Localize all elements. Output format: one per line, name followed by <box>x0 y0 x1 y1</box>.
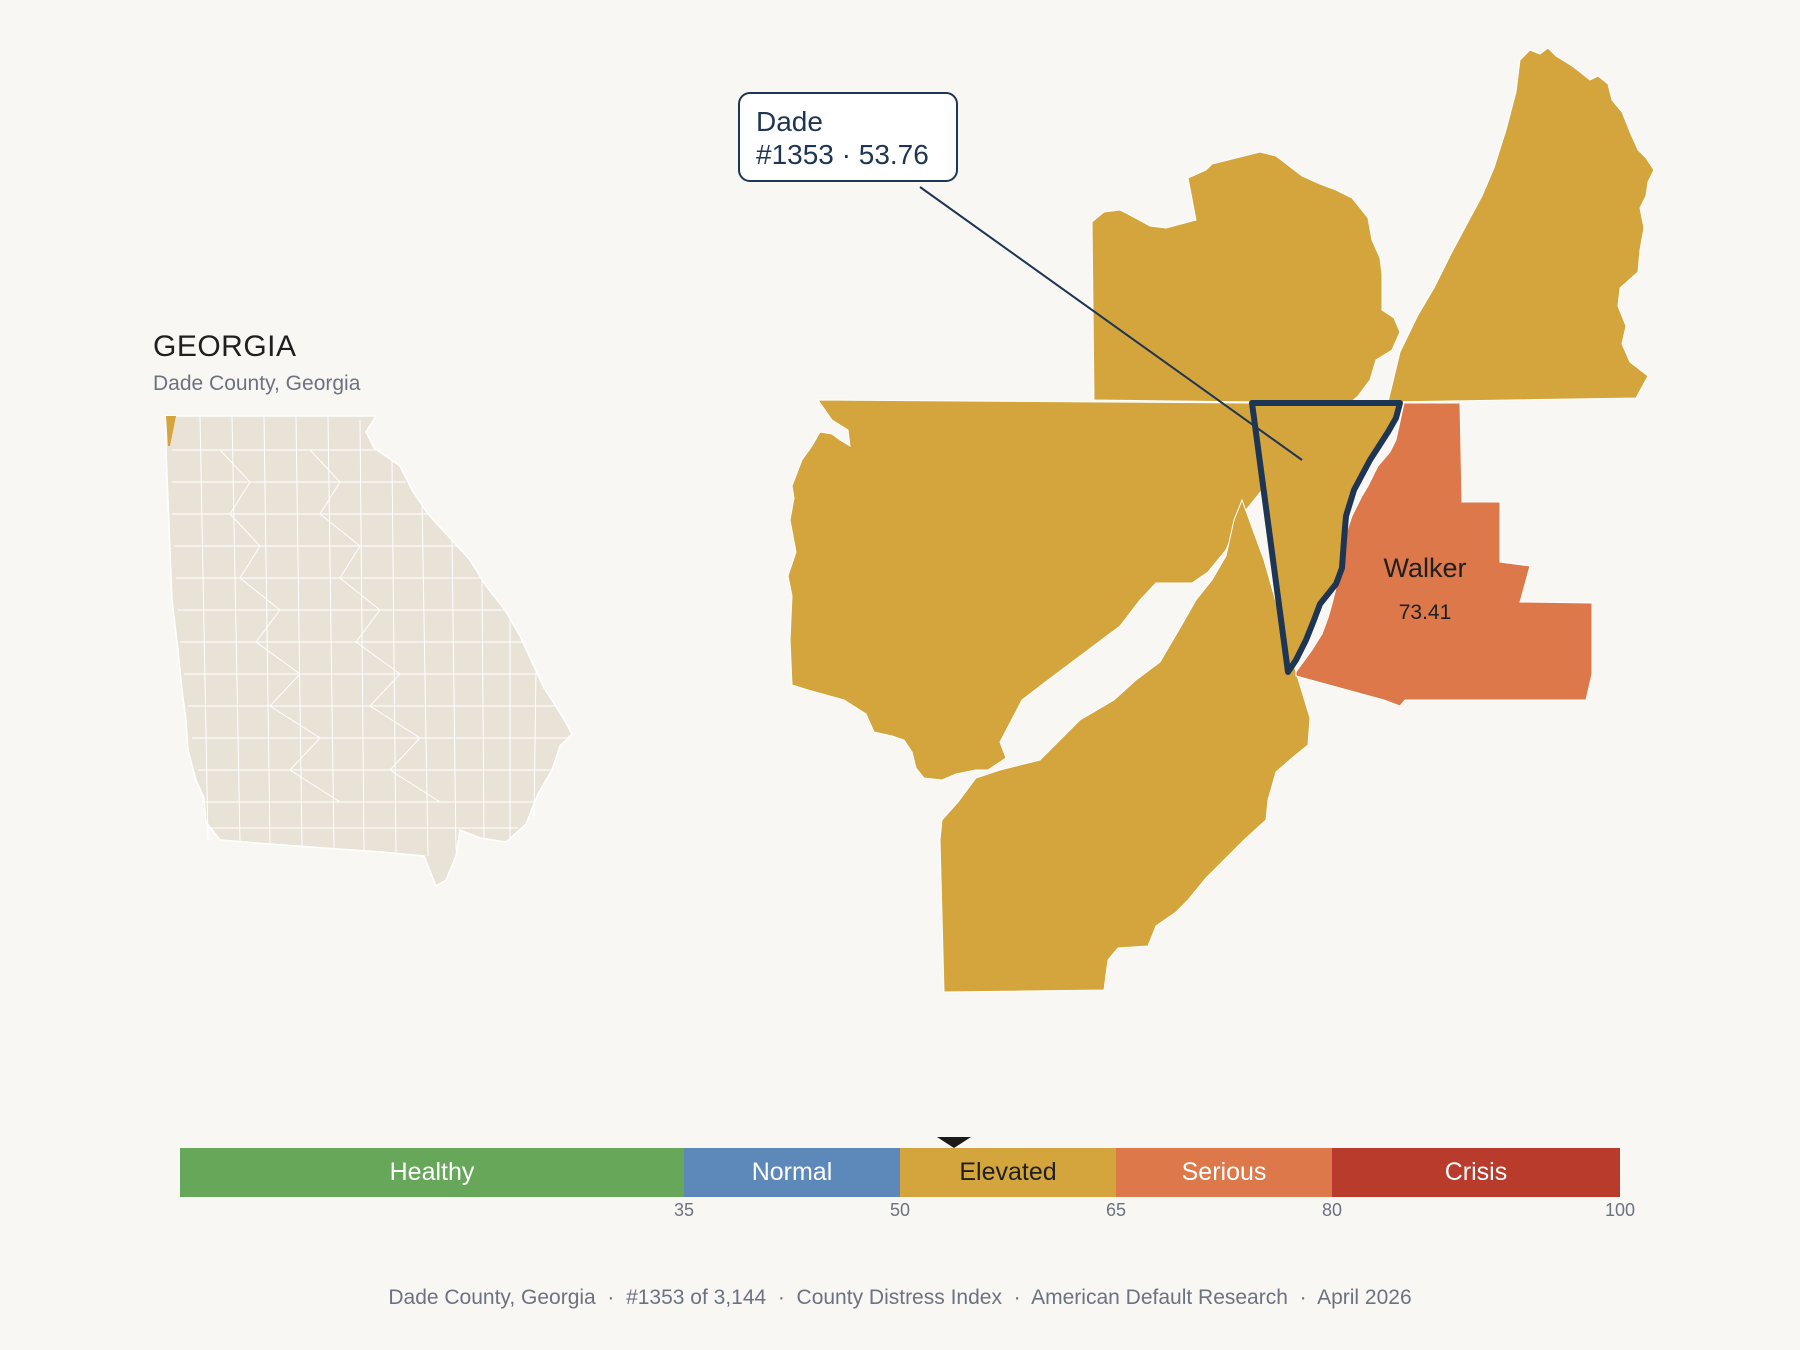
dade-county-highlight <box>1249 400 1403 675</box>
county-borders <box>172 415 568 857</box>
neighbor-county-north <box>1091 151 1401 404</box>
scale-tick-100: 100 <box>1604 1200 1636 1220</box>
scale-tick-80: 80 <box>1321 1200 1343 1220</box>
state-title: GEORGIA <box>153 330 297 363</box>
scale-band-normal: Normal <box>684 1148 900 1197</box>
scale-band-elevated: Elevated <box>900 1148 1116 1197</box>
callout-rank-score: #1353 · 53.76 <box>756 139 929 170</box>
scale-band-serious: Serious <box>1116 1148 1332 1197</box>
walker-county-value: 73.41 <box>1398 601 1452 624</box>
neighbor-county-south <box>939 498 1311 993</box>
scale-band-healthy: Healthy <box>180 1148 684 1197</box>
neighbor-county-northeast <box>1387 47 1655 403</box>
walker-county-label: Walker <box>1383 553 1467 583</box>
scale-tick-65: 65 <box>1105 1200 1127 1220</box>
state-overview-map <box>165 415 573 888</box>
callout-county-name: Dade <box>756 106 823 137</box>
neighbor-county-west <box>787 399 1263 781</box>
state-subtitle: Dade County, Georgia <box>153 372 361 395</box>
scale-band-crisis: Crisis <box>1332 1148 1620 1197</box>
scale-tick-35: 35 <box>673 1200 695 1220</box>
focus-county-callout: Dade #1353 · 53.76 <box>738 92 958 182</box>
footer-caption: Dade County, Georgia · #1353 of 3,144 · … <box>388 1286 1412 1309</box>
walker-county <box>1295 402 1593 707</box>
score-marker-icon <box>937 1137 971 1148</box>
callout-leader-line <box>919 186 1303 461</box>
distress-scale-bar: Healthy Normal Elevated Serious Crisis <box>180 1148 1620 1197</box>
dade-county-locator <box>166 416 176 446</box>
scale-tick-50: 50 <box>889 1200 911 1220</box>
